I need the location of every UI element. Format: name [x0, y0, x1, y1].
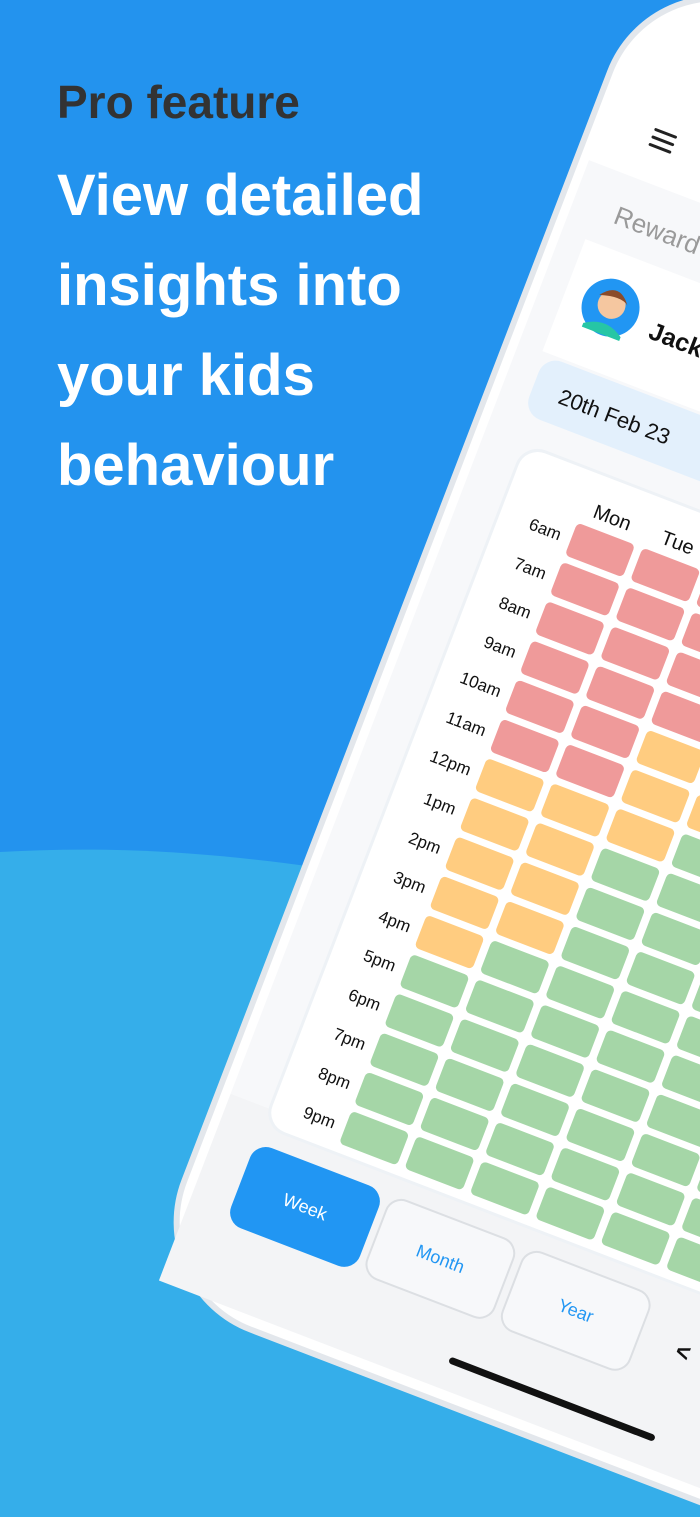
heatmap-cell[interactable]: [625, 951, 695, 1006]
menu-line: [648, 143, 672, 154]
heatmap-cell[interactable]: [655, 872, 700, 927]
heatmap-cell[interactable]: [595, 1029, 665, 1084]
heatmap-cell[interactable]: [480, 940, 550, 995]
heatmap-cell[interactable]: [414, 915, 484, 970]
heatmap-cell[interactable]: [500, 1082, 570, 1137]
heatmap-cell[interactable]: [540, 783, 610, 838]
menu-line: [651, 135, 675, 147]
heatmap-cell[interactable]: [661, 1054, 700, 1109]
heatmap-cell[interactable]: [615, 587, 685, 642]
heatmap-cell[interactable]: [600, 626, 670, 681]
heatmap-cell[interactable]: [610, 990, 680, 1045]
heatmap-cell[interactable]: [470, 1161, 540, 1216]
menu-line: [654, 128, 677, 139]
heatmap-cell[interactable]: [580, 1068, 650, 1123]
heatmap-cell[interactable]: [560, 926, 630, 981]
heatmap-cell[interactable]: [510, 861, 580, 916]
heatmap-cell[interactable]: [495, 901, 565, 956]
heatmap-cell[interactable]: [419, 1097, 489, 1152]
heatmap-cell[interactable]: [545, 965, 615, 1020]
heatmap-cell[interactable]: [605, 808, 675, 863]
heatmap-cell[interactable]: [515, 1043, 585, 1098]
headline: View detailed insights into your kids behav…: [57, 163, 423, 498]
heatmap-cell[interactable]: [665, 651, 700, 706]
heatmap-cell[interactable]: [354, 1071, 424, 1126]
kicker: Pro feature: [57, 76, 300, 128]
heatmap-cell[interactable]: [490, 719, 560, 774]
heatmap-cell[interactable]: [680, 612, 700, 667]
heatmap-cell[interactable]: [590, 847, 660, 902]
heatmap-cell[interactable]: [450, 1018, 520, 1073]
heatmap-cell[interactable]: [434, 1057, 504, 1112]
avatar-shirt: [581, 321, 621, 341]
heatmap-cell[interactable]: [676, 1015, 700, 1070]
heatmap-cell[interactable]: [640, 911, 700, 966]
heatmap-cell[interactable]: [635, 730, 700, 785]
heatmap-cell[interactable]: [485, 1122, 555, 1177]
period-button[interactable]: [226, 1143, 383, 1270]
heatmap-cell[interactable]: [600, 1211, 670, 1266]
menu-icon[interactable]: [648, 128, 677, 154]
heatmap-cell[interactable]: [535, 1186, 605, 1241]
heatmap-cell[interactable]: [530, 1004, 600, 1059]
heatmap-cell[interactable]: [555, 744, 625, 799]
heatmap-cell[interactable]: [630, 548, 700, 603]
heatmap-cell[interactable]: [681, 1197, 700, 1252]
avatar-hair: [599, 290, 628, 306]
heatmap-cell[interactable]: [646, 1093, 700, 1148]
heatmap-cell[interactable]: [550, 1147, 620, 1202]
heatmap-cell[interactable]: [585, 665, 655, 720]
heatmap-cell[interactable]: [459, 797, 529, 852]
heatmap-cell[interactable]: [565, 523, 635, 578]
heatmap-cell[interactable]: [525, 822, 595, 877]
headline-line: View detailed: [57, 163, 423, 228]
headline-line: your kids: [57, 343, 315, 408]
heatmap-cell[interactable]: [550, 562, 620, 617]
heatmap-cell[interactable]: [369, 1032, 439, 1087]
heatmap-cell[interactable]: [565, 1108, 635, 1163]
heatmap-cell[interactable]: [535, 601, 605, 656]
heatmap-cell[interactable]: [620, 769, 690, 824]
heatmap-cell[interactable]: [615, 1172, 685, 1227]
heatmap-cell[interactable]: [650, 690, 700, 745]
heatmap-cell[interactable]: [384, 993, 454, 1048]
heatmap-cell[interactable]: [666, 1236, 700, 1291]
heatmap-cell[interactable]: [505, 679, 575, 734]
period-button[interactable]: [362, 1195, 519, 1322]
headline-line: insights into: [57, 253, 402, 318]
heatmap-cell[interactable]: [339, 1111, 409, 1166]
heatmap-cell[interactable]: [520, 640, 590, 695]
heatmap-cell[interactable]: [404, 1136, 474, 1191]
heatmap-cell[interactable]: [474, 758, 544, 813]
heatmap-cell[interactable]: [444, 836, 514, 891]
heatmap-cell[interactable]: [429, 875, 499, 930]
heatmap-cell[interactable]: [465, 979, 535, 1034]
heatmap-cell[interactable]: [575, 886, 645, 941]
heatmap-cell[interactable]: [671, 833, 700, 888]
heatmap-cell[interactable]: [631, 1133, 700, 1188]
heatmap-cell[interactable]: [399, 954, 469, 1009]
period-button[interactable]: [497, 1247, 654, 1374]
heatmap-cell[interactable]: [570, 704, 640, 759]
home-indicator: [449, 1357, 655, 1441]
headline-line: behaviour: [57, 433, 334, 498]
